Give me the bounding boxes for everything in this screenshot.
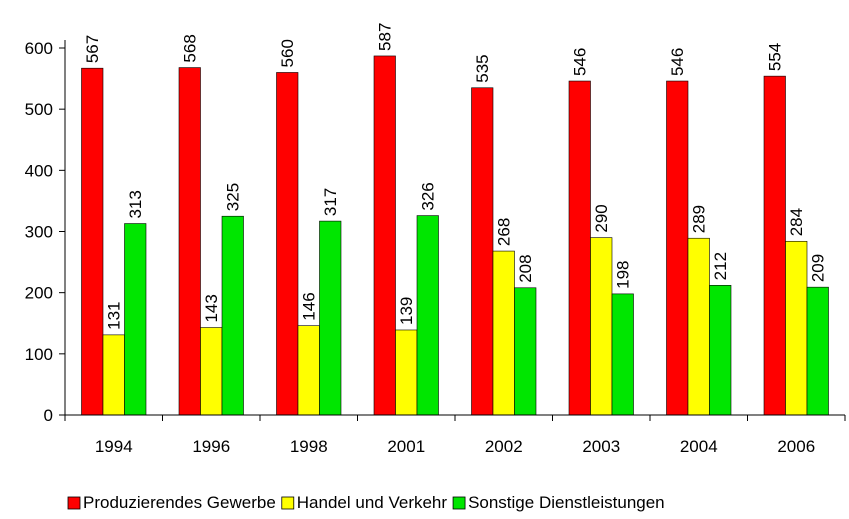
bar: [200, 327, 223, 416]
data-label: 546: [571, 48, 590, 76]
data-label: 139: [397, 297, 416, 325]
bar: [687, 237, 710, 416]
y-tick-label: 600: [25, 39, 53, 58]
data-label: 143: [202, 294, 221, 322]
x-tick-label: 1994: [95, 437, 133, 456]
data-label: 326: [419, 182, 438, 210]
bar: [416, 215, 439, 416]
data-label: 313: [126, 190, 145, 218]
data-label: 560: [278, 39, 297, 67]
data-label: 268: [495, 218, 514, 246]
data-label: 209: [809, 254, 828, 282]
data-label: 568: [181, 34, 200, 62]
data-label: 284: [787, 208, 806, 236]
legend-swatch: [452, 496, 466, 510]
x-tick-label: 2003: [582, 437, 620, 456]
bar: [395, 329, 418, 416]
bar: [763, 75, 786, 416]
bar: [102, 334, 125, 416]
data-label: 317: [321, 188, 340, 216]
bar: [373, 55, 396, 416]
bar: [81, 67, 104, 416]
data-label: 146: [300, 292, 319, 320]
y-tick-label: 300: [25, 223, 53, 242]
x-tick-label: 2006: [777, 437, 815, 456]
y-tick-label: 100: [25, 345, 53, 364]
data-label: 587: [376, 23, 395, 51]
x-tick-label: 2001: [387, 437, 425, 456]
bar: [590, 237, 613, 416]
bar: [221, 215, 244, 416]
legend-label: Handel und Verkehr: [297, 493, 448, 512]
legend-swatch: [281, 496, 295, 510]
bar: [611, 293, 634, 416]
data-label: 554: [766, 43, 785, 71]
bar: [178, 67, 201, 416]
bar: [276, 72, 299, 416]
data-label: 567: [83, 35, 102, 63]
bar: [297, 325, 320, 416]
data-label: 131: [105, 301, 124, 329]
x-tick-label: 1998: [290, 437, 328, 456]
x-tick-label: 1996: [192, 437, 230, 456]
data-label: 198: [614, 261, 633, 289]
bar: [124, 223, 147, 416]
x-tick-label: 2002: [485, 437, 523, 456]
data-label: 208: [516, 254, 535, 282]
bar: [785, 240, 808, 416]
data-label: 325: [224, 183, 243, 211]
data-label: 289: [690, 205, 709, 233]
bar: [666, 80, 689, 416]
x-tick-label: 2004: [680, 437, 718, 456]
data-label: 290: [592, 204, 611, 232]
bar: [806, 286, 829, 416]
y-tick-label: 200: [25, 284, 53, 303]
legend-label: Produzierendes Gewerbe: [83, 493, 276, 512]
bar: [568, 80, 591, 416]
legend-label: Sonstige Dienstleistungen: [468, 493, 665, 512]
y-tick-label: 500: [25, 100, 53, 119]
bar: [319, 220, 342, 416]
data-label: 212: [711, 252, 730, 280]
legend-swatch: [67, 496, 81, 510]
y-tick-label: 0: [44, 406, 53, 425]
data-label: 535: [473, 54, 492, 82]
data-label: 546: [668, 48, 687, 76]
bar: [709, 285, 732, 416]
bar: [514, 287, 537, 416]
bar: [471, 87, 494, 416]
bar: [492, 250, 515, 416]
y-tick-label: 400: [25, 161, 53, 180]
